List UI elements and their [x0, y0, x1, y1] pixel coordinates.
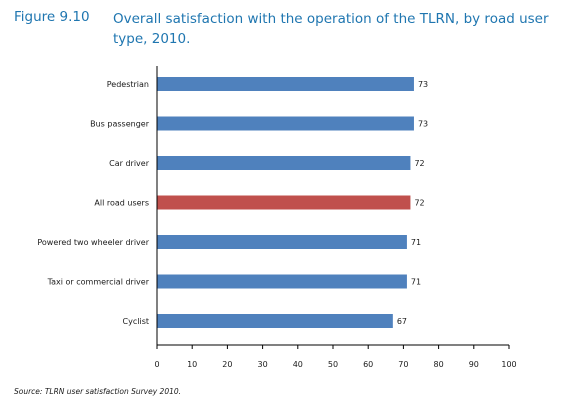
x-tick-label: 20	[222, 360, 232, 369]
chart-title-line-1: Overall satisfaction with the operation …	[113, 11, 549, 27]
x-tick-label: 90	[469, 360, 479, 369]
category-label: Bus passenger	[90, 120, 150, 129]
bar-pedestrian	[157, 77, 414, 91]
value-label: 73	[418, 80, 428, 89]
x-tick-label: 40	[293, 360, 303, 369]
bar-bus-passenger	[157, 116, 414, 131]
chart-title: Overall satisfaction with the operation …	[113, 9, 553, 49]
bars-layer: Pedestrian 73 Bus passenger 73 Car driver 72 A…	[37, 77, 428, 328]
category-label: Taxi or commercial driver	[47, 278, 150, 287]
x-tick-label: 100	[501, 360, 516, 369]
value-label: 71	[411, 278, 421, 287]
source-note: Source: TLRN user satisfaction Survey 20…	[14, 387, 182, 396]
value-label: 67	[397, 317, 407, 326]
x-tick-label: 70	[398, 360, 408, 369]
x-axis: 0 10 20 30 40 50 60 70 80 90 100	[154, 66, 517, 369]
value-label: 71	[411, 238, 421, 247]
x-tick-label: 80	[434, 360, 444, 369]
bar-car-driver	[157, 156, 411, 170]
x-tick-label: 0	[154, 360, 159, 369]
bar-all-road-users	[157, 195, 411, 210]
x-tick-label: 50	[328, 360, 338, 369]
category-label: Cyclist	[123, 317, 149, 326]
category-label: Powered two wheeler driver	[37, 238, 149, 247]
category-label: Pedestrian	[107, 80, 149, 89]
value-label: 72	[414, 199, 424, 208]
category-label: Car driver	[109, 159, 150, 168]
value-label: 73	[418, 120, 428, 129]
value-label: 72	[414, 159, 424, 168]
bar-cyclist	[157, 314, 393, 328]
chart-title-line-2: type, 2010.	[113, 31, 191, 47]
bar-powered-two-wheeler-driver	[157, 235, 407, 249]
figure-label: Figure 9.10	[14, 9, 90, 25]
x-tick-label: 30	[258, 360, 268, 369]
bar-taxi-or-commercial-driver	[157, 274, 407, 289]
x-tick-label: 10	[187, 360, 197, 369]
category-label: All road users	[94, 199, 149, 208]
x-tick-label: 60	[363, 360, 373, 369]
